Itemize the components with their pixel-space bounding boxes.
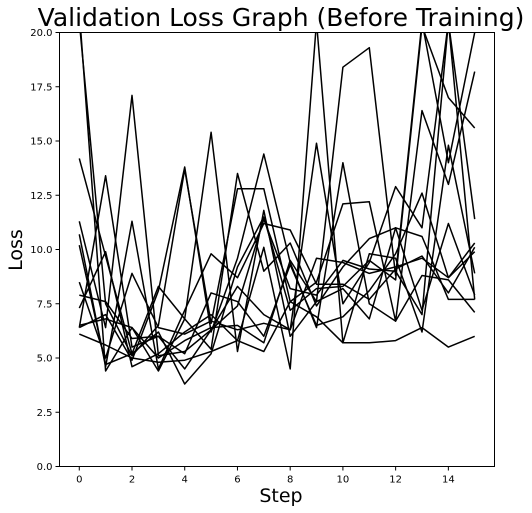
plot-frame [59, 32, 495, 467]
y-tick-label: 20.0 [30, 28, 52, 39]
y-tick-label: 12.5 [30, 191, 52, 202]
series-line-5 [78, 32, 476, 357]
series-line-1 [78, 158, 476, 355]
y-axis-ticks: 0.0 2.5 5.0 7.5 10.0 12.5 15.0 17.5 20.0 [30, 28, 60, 473]
y-tick-label: 5.0 [37, 354, 53, 365]
x-tick-label: 4 [182, 475, 188, 486]
y-tick-label: 10.0 [30, 245, 52, 256]
x-tick-label: 8 [287, 475, 293, 486]
x-tick-label: 10 [337, 475, 350, 486]
series-line-9 [79, 32, 476, 370]
x-axis-label: Step [259, 485, 302, 507]
y-tick-label: 15.0 [30, 137, 52, 148]
series-line-13 [79, 227, 475, 359]
x-axis-ticks: 0 2 4 6 8 10 12 14 [76, 466, 455, 486]
x-tick-label: 6 [234, 475, 240, 486]
series-line-11 [78, 32, 476, 370]
y-tick-label: 2.5 [37, 408, 53, 419]
y-tick-label: 7.5 [37, 299, 53, 310]
x-tick-label: 0 [76, 475, 82, 486]
series-layer [78, 32, 476, 385]
series-line-3 [80, 32, 476, 372]
chart-title: Validation Loss Graph (Before Training) [38, 3, 525, 32]
y-axis-label: Loss [5, 229, 27, 271]
x-tick-label: 14 [442, 475, 455, 486]
series-line-10 [78, 220, 476, 370]
series-line-2 [79, 32, 476, 357]
series-line-12 [78, 153, 476, 361]
y-tick-label: 0.0 [37, 462, 53, 473]
y-tick-label: 17.5 [30, 82, 52, 93]
x-tick-label: 2 [129, 475, 135, 486]
x-tick-label: 12 [389, 475, 402, 486]
